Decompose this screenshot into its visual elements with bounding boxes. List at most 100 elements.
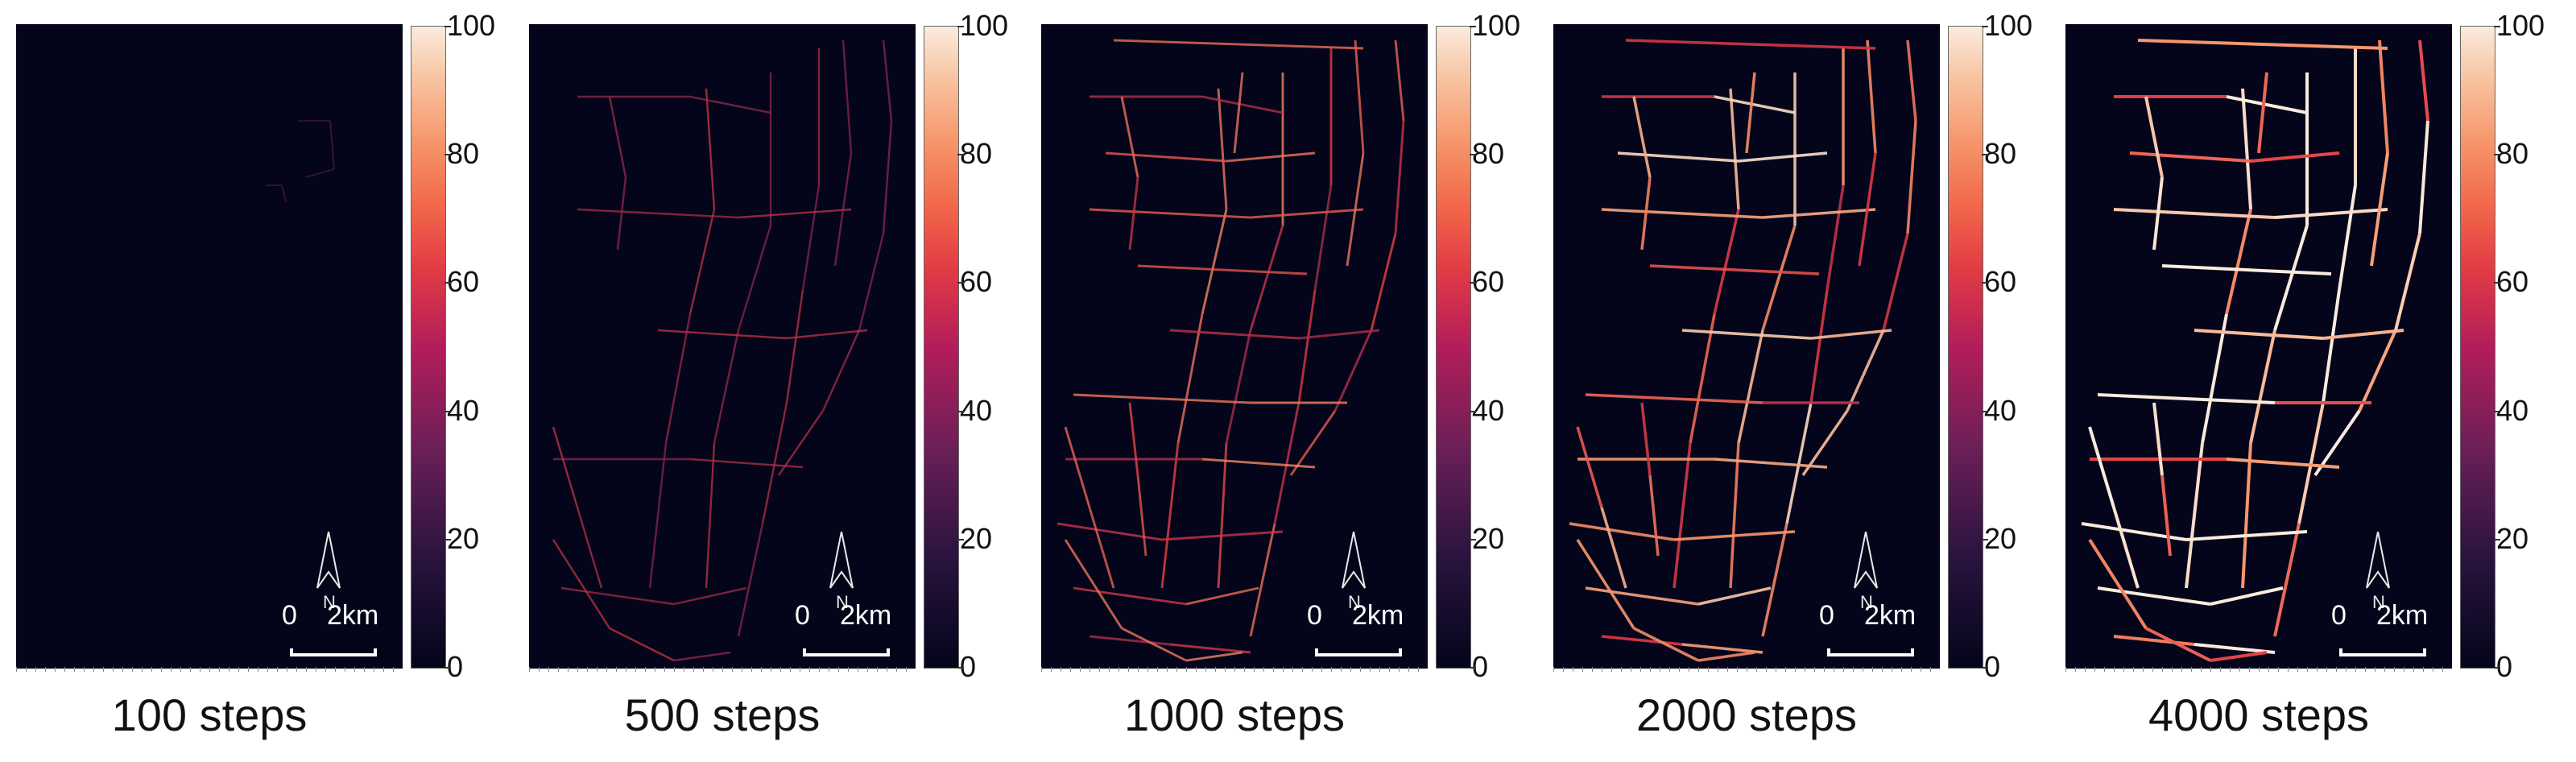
scale-start-label: 0 [1307, 600, 1322, 631]
road-segment [577, 208, 739, 219]
heatmap-map: N 0 2km [529, 24, 916, 669]
colorbar-tick-mark [1982, 154, 1988, 156]
colorbar-tick-label: 40 [1472, 393, 1505, 427]
road-segment [1681, 643, 1764, 654]
colorbar-tick-label: 80 [1472, 137, 1505, 171]
scale-bar-line [1315, 648, 1402, 656]
scale-end-label: 2km [327, 600, 379, 631]
colorbar-tick-mark [1470, 410, 1476, 412]
road-segment [1633, 627, 1699, 662]
road-segment [761, 402, 788, 524]
heatmap-map: N 0 2km [1553, 24, 1940, 669]
colorbar-tick-label: 100 [447, 9, 496, 42]
colorbar-tick-label: 0 [960, 650, 977, 683]
road-segment [2273, 523, 2301, 637]
colorbar-tick-mark [2494, 410, 2500, 412]
road-segment [2226, 458, 2340, 469]
colorbar [1948, 26, 1983, 669]
colorbar-tick-label: 0 [2496, 650, 2513, 683]
road-segment [1160, 442, 1180, 589]
road-segment [616, 176, 627, 251]
road-segment [1161, 530, 1284, 541]
road-segment [2241, 88, 2252, 210]
colorbar-tick-label: 60 [2496, 265, 2529, 299]
scale-bar: 0 2km [2331, 600, 2452, 665]
road-segment [705, 88, 716, 210]
road-segment [2322, 329, 2404, 340]
road-segment [1625, 39, 1876, 50]
road-segment [1585, 586, 1699, 606]
colorbar-tick-label: 40 [1984, 393, 2017, 427]
road-segment [2185, 442, 2204, 589]
road-segment [1201, 95, 1284, 114]
road-segment [1761, 225, 1797, 331]
axis-ticks [16, 667, 403, 672]
road-segment [1713, 209, 1740, 315]
axis-ticks [1553, 667, 1940, 672]
road-segment [738, 208, 852, 219]
road-segment [2378, 39, 2389, 154]
colorbar-tick-label: 100 [1984, 9, 2033, 42]
road-network [266, 120, 335, 202]
colorbar [2460, 26, 2495, 669]
road-segment [2097, 586, 2211, 606]
road-segment [1354, 39, 1365, 154]
colorbar-tick-mark [957, 26, 964, 27]
road-segment [1273, 402, 1300, 524]
road-segment [1673, 530, 1796, 541]
road-segment [778, 410, 824, 476]
road-segment [1128, 402, 1139, 476]
scale-bar: 0 2km [1819, 600, 1940, 665]
road-segment [305, 168, 335, 178]
road-segment [1233, 72, 1244, 154]
colorbar-tick-label: 60 [1472, 265, 1505, 299]
road-segment [657, 329, 788, 340]
colorbar-tick-label: 40 [447, 393, 480, 427]
panel-caption: 4000 steps [2148, 690, 2369, 740]
colorbar [411, 26, 446, 669]
road-segment [1714, 95, 1796, 114]
map-panel: N 0 2km 100 80 60 40 20 0 1000 steps [1025, 0, 1529, 762]
road-segment [1064, 539, 1123, 629]
road-segment [1297, 289, 1317, 404]
colorbar-tick-label: 40 [2496, 393, 2529, 427]
road-segment [705, 442, 716, 589]
north-arrow-icon [316, 532, 341, 589]
road-segment [2322, 289, 2341, 404]
north-label: N [1860, 592, 1873, 612]
colorbar-tick-label: 0 [1472, 650, 1489, 683]
north-arrow-icon [2366, 532, 2390, 589]
colorbar-tick-label: 40 [960, 393, 993, 427]
road-segment [2144, 96, 2164, 178]
colorbar-tick-mark [1982, 538, 1988, 540]
scale-bar-line [1827, 648, 1914, 656]
colorbar-tick-label: 20 [1984, 521, 2017, 555]
colorbar [1436, 26, 1471, 669]
road-segment [2081, 522, 2187, 541]
road-segment [737, 523, 764, 637]
colorbar-tick-label: 100 [1472, 9, 1521, 42]
road-segment [1089, 635, 1171, 646]
colorbar-tick-mark [444, 667, 451, 669]
road-segment [882, 120, 893, 234]
colorbar-tick-mark [957, 667, 964, 669]
road-segment [576, 507, 603, 589]
road-segment [1137, 264, 1308, 275]
road-segment [673, 586, 747, 606]
road-segment [1169, 643, 1251, 654]
road-segment [1697, 651, 1755, 662]
road-segment [833, 152, 853, 267]
colorbar-tick-mark [957, 410, 964, 412]
road-segment [1576, 539, 1635, 629]
road-segment [1576, 426, 1603, 508]
axis-ticks [1041, 667, 1428, 672]
road-segment [2257, 72, 2268, 154]
road-segment [737, 225, 772, 331]
colorbar-tick-mark [2494, 26, 2500, 27]
road-segment [786, 329, 868, 340]
scale-start-label: 0 [795, 600, 810, 631]
road-segment [1217, 442, 1228, 589]
road-segment [1601, 208, 1764, 219]
road-segment [648, 442, 668, 589]
road-segment [2137, 39, 2388, 50]
